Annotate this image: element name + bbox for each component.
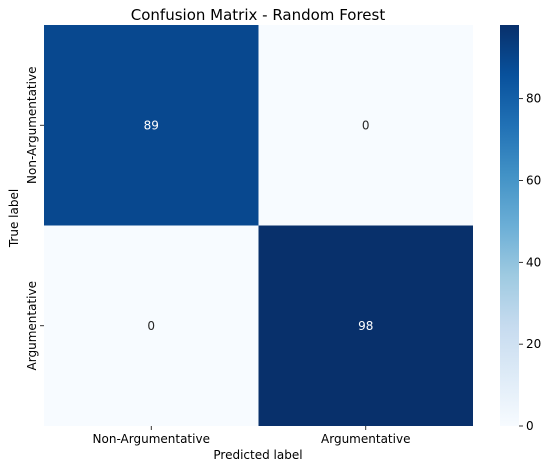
heatmap-cells: 89 0 0 98 <box>44 25 473 426</box>
colorbar-tick-label: 20 <box>526 337 541 351</box>
chart-title: Confusion Matrix - Random Forest <box>131 6 386 24</box>
cell-label-r0-c1: 0 <box>362 118 370 132</box>
colorbar-tick-label: 40 <box>526 255 541 269</box>
x-tick-label: Argumentative <box>321 432 410 446</box>
x-tick-label: Non-Argumentative <box>93 432 210 446</box>
colorbar-ticks: 0 20 40 60 80 <box>519 92 541 433</box>
cell-label-r1-c1: 98 <box>358 319 373 333</box>
axis-ticks: Non-Argumentative Argumentative Non-Argume… <box>25 67 410 446</box>
colorbar-tick-label: 60 <box>526 173 541 187</box>
colorbar-tick-label: 80 <box>526 92 541 106</box>
heatmap-cell-r0-c1 <box>258 25 473 226</box>
y-axis-label: True label <box>7 189 21 248</box>
heatmap-cell-r0-c0 <box>44 25 259 226</box>
cell-label-r0-c0: 89 <box>144 118 159 132</box>
colorbar <box>500 25 519 426</box>
cell-label-r1-c0: 0 <box>147 319 155 333</box>
heatmap-cell-r1-c1 <box>258 225 473 426</box>
x-axis-label: Predicted label <box>213 448 302 462</box>
y-tick-label: Argumentative <box>25 281 39 370</box>
y-tick-label: Non-Argumentative <box>25 67 39 184</box>
colorbar-tick-label: 0 <box>526 419 534 433</box>
heatmap-cell-r1-c0 <box>44 225 259 426</box>
